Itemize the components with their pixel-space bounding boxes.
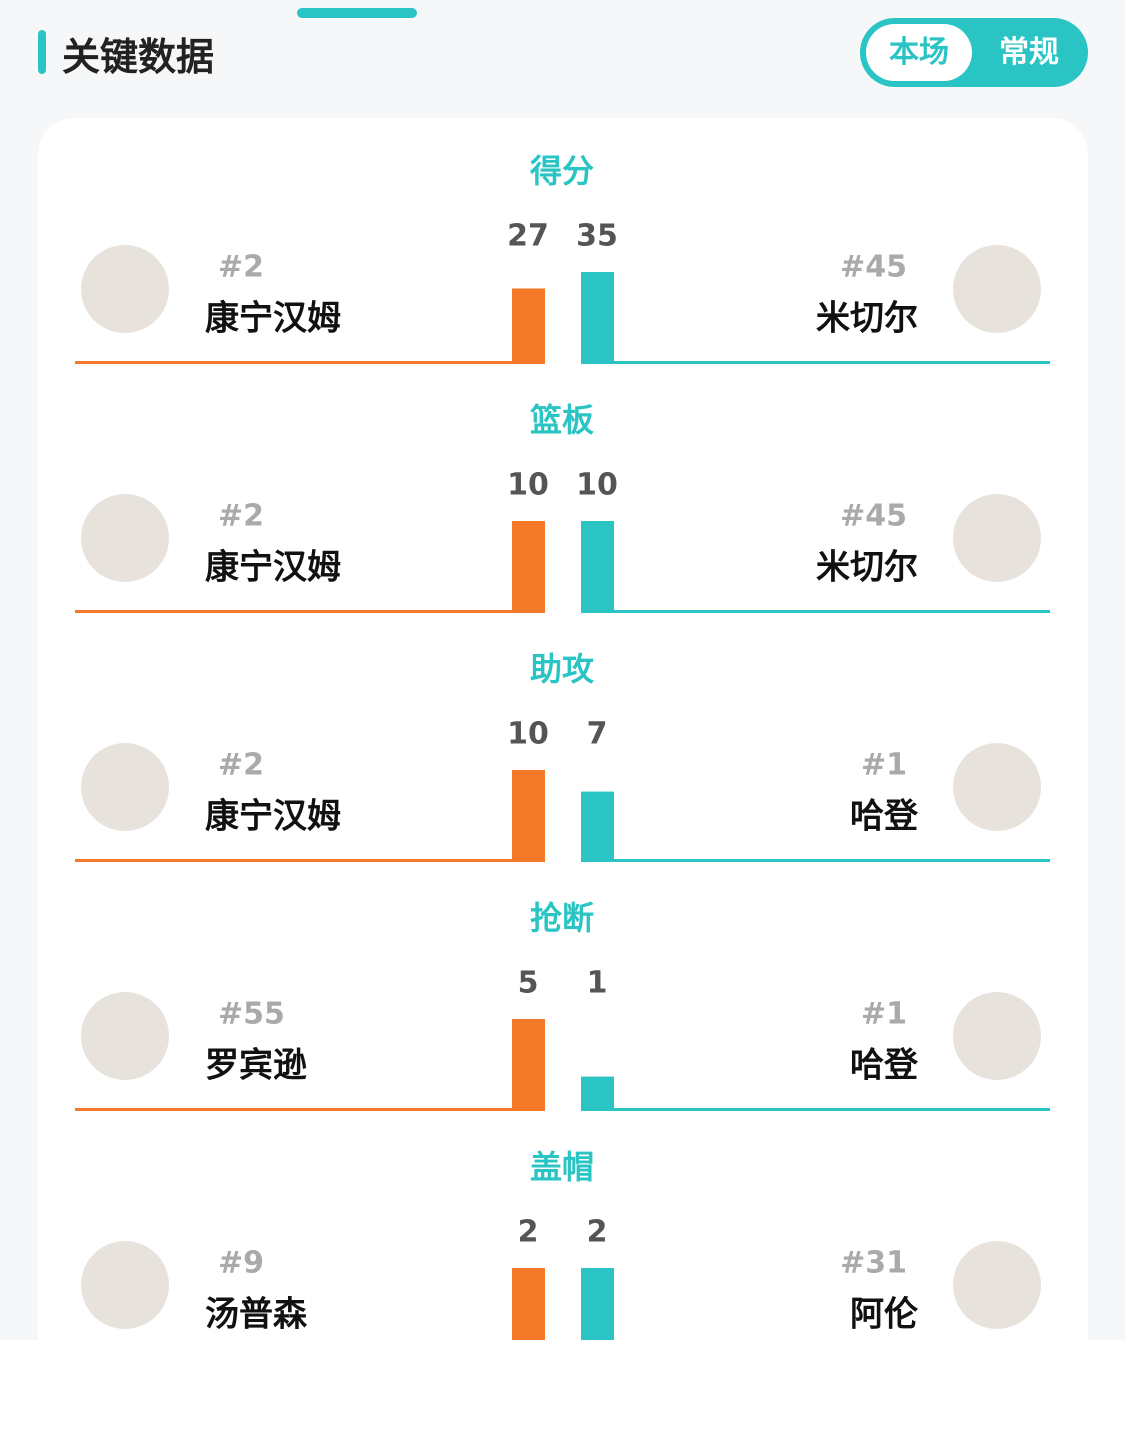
bar [581,791,614,862]
baseline [75,1108,512,1111]
value-label: 27 [507,219,549,254]
bar [581,521,614,613]
player-name: 罗宾逊 [205,1046,307,1086]
baseline [614,859,1050,862]
value-label: 7 [587,717,608,752]
tab-switch: 本场 常规 [860,18,1088,87]
tab[interactable]: 常规 [999,35,1059,70]
value-label: 2 [518,1215,539,1250]
scroll-indicator [297,8,417,18]
player-number: #2 [218,499,264,534]
player-avatar [81,743,169,831]
player-name: 康宁汉姆 [205,299,341,339]
player-avatar [81,494,169,582]
bar [512,521,545,613]
player-avatar [953,1241,1041,1329]
bar [512,1268,545,1340]
player-name: 哈登 [850,1046,919,1086]
player-name: 哈登 [850,797,919,837]
player-name: 阿伦 [850,1295,919,1335]
player-number: #1 [861,748,907,783]
player-number: #31 [840,1246,907,1281]
bar [512,1019,545,1111]
baseline [75,859,512,862]
baseline [614,610,1050,613]
player-avatar [953,992,1041,1080]
player-number: #9 [218,1246,264,1281]
value-label: 10 [507,468,549,503]
player-avatar [953,245,1041,333]
player-number: #45 [840,250,907,285]
player-number: #2 [218,748,264,783]
value-label: 10 [576,468,618,503]
value-label: 2 [587,1215,608,1250]
player-avatar [81,245,169,333]
bar [512,288,545,364]
tab[interactable]: 本场 [866,24,972,81]
content: 关键数据 本场 常规 得分 #2 康宁汉姆 27 #45 米切尔 35 篮板 #2 康宁汉姆 10 #… [38,8,1088,1340]
section-title: 关键数据 [62,35,215,79]
player-name: 康宁汉姆 [205,797,341,837]
player-name: 米切尔 [816,299,918,339]
value-label: 5 [518,966,539,1001]
player-avatar [81,1241,169,1329]
stats-card [38,118,1088,1340]
bar [512,770,545,862]
player-number: #55 [218,997,285,1032]
player-name: 汤普森 [205,1295,308,1335]
baseline [75,361,512,364]
bar [581,1076,614,1111]
stat-label: 助攻 [530,650,595,688]
value-label: 10 [507,717,549,752]
player-avatar [953,494,1041,582]
player-avatar [953,743,1041,831]
value-label: 35 [576,219,618,254]
player-number: #45 [840,499,907,534]
title-accent [38,30,46,74]
baseline [75,610,512,613]
bar [581,1268,614,1340]
stats: 得分#2康宁汉姆27#45米切尔35篮板#2康宁汉姆10#45米切尔10助攻#2… [75,152,1050,1340]
player-name: 米切尔 [816,548,918,588]
stat-label: 篮板 [530,401,594,439]
stat-label: 盖帽 [530,1148,594,1186]
baseline [614,1108,1050,1111]
value-label: 1 [587,966,608,1001]
player-avatar [81,992,169,1080]
stat-label: 得分 [530,152,594,190]
baseline [614,361,1050,364]
player-number: #2 [218,250,264,285]
stat-label: 抢断 [530,899,594,937]
bar [581,272,614,364]
player-name: 康宁汉姆 [205,548,341,588]
player-number: #1 [861,997,907,1032]
